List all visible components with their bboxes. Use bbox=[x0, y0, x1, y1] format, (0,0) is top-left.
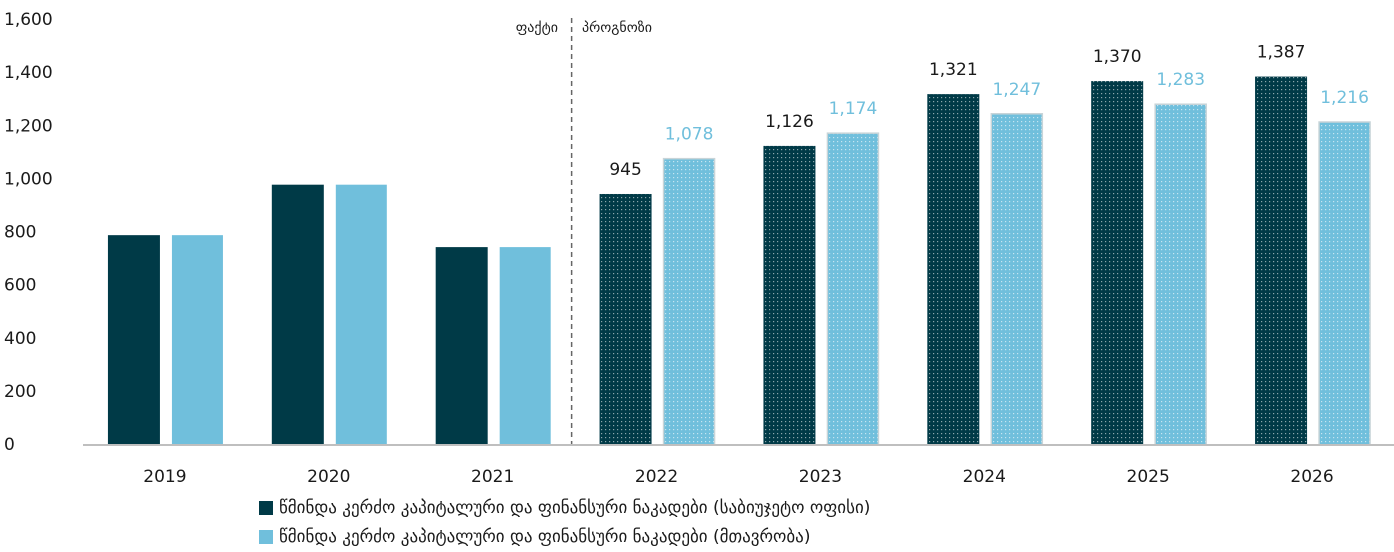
bar bbox=[271, 184, 324, 445]
bar bbox=[826, 132, 880, 446]
bar bbox=[1091, 81, 1144, 445]
bar bbox=[1154, 103, 1207, 446]
bar bbox=[1255, 76, 1308, 445]
x-tick-label: 2026 bbox=[1290, 467, 1333, 487]
legend-label: წმინდა კერძო კაპიტალური და ფინანსური ნაკ… bbox=[279, 498, 870, 518]
y-tick-label: 200 bbox=[4, 382, 36, 402]
x-tick-label: 2021 bbox=[471, 467, 514, 487]
x-tick-label: 2023 bbox=[799, 467, 842, 487]
bar bbox=[927, 94, 980, 445]
x-tick-label: 2020 bbox=[307, 467, 350, 487]
legend-swatch bbox=[259, 530, 273, 544]
value-label: 1,283 bbox=[1156, 70, 1205, 90]
value-label: 1,126 bbox=[765, 112, 814, 132]
legend-label: წმინდა კერძო კაპიტალური და ფინანსური ნაკ… bbox=[279, 527, 810, 547]
forecast-label: პროგნოზი bbox=[582, 19, 652, 36]
value-label: 1,216 bbox=[1320, 88, 1369, 108]
bar bbox=[662, 157, 716, 446]
bar bbox=[1318, 121, 1371, 446]
x-tick-label: 2025 bbox=[1127, 467, 1170, 487]
bar bbox=[107, 235, 160, 445]
bar bbox=[990, 113, 1044, 446]
x-tick-label: 2019 bbox=[143, 467, 186, 487]
x-tick-label: 2022 bbox=[635, 467, 678, 487]
x-tick-label: 2024 bbox=[963, 467, 1006, 487]
bar bbox=[435, 247, 488, 445]
y-tick-label: 1,400 bbox=[4, 63, 53, 83]
value-label: 1,321 bbox=[929, 60, 978, 80]
value-label: 1,370 bbox=[1093, 47, 1142, 67]
y-tick-label: 1,000 bbox=[4, 169, 53, 189]
value-label: 1,078 bbox=[665, 125, 714, 145]
value-label: 1,387 bbox=[1257, 43, 1306, 63]
bar bbox=[499, 247, 551, 445]
bar bbox=[599, 193, 652, 445]
value-label: 1,174 bbox=[829, 99, 878, 119]
y-tick-label: 1,200 bbox=[4, 116, 53, 136]
y-tick-label: 800 bbox=[4, 223, 36, 243]
value-label: 945 bbox=[609, 160, 641, 180]
y-tick-label: 400 bbox=[4, 329, 36, 349]
bar bbox=[335, 184, 387, 445]
actual-label: ფაქტი bbox=[516, 20, 558, 36]
legend-swatch bbox=[259, 501, 273, 515]
y-tick-label: 600 bbox=[4, 276, 36, 296]
y-tick-label: 1,600 bbox=[4, 10, 53, 30]
y-tick-label: 0 bbox=[4, 435, 15, 455]
bar bbox=[171, 235, 223, 445]
value-label: 1,247 bbox=[992, 80, 1041, 100]
bar bbox=[763, 145, 816, 445]
